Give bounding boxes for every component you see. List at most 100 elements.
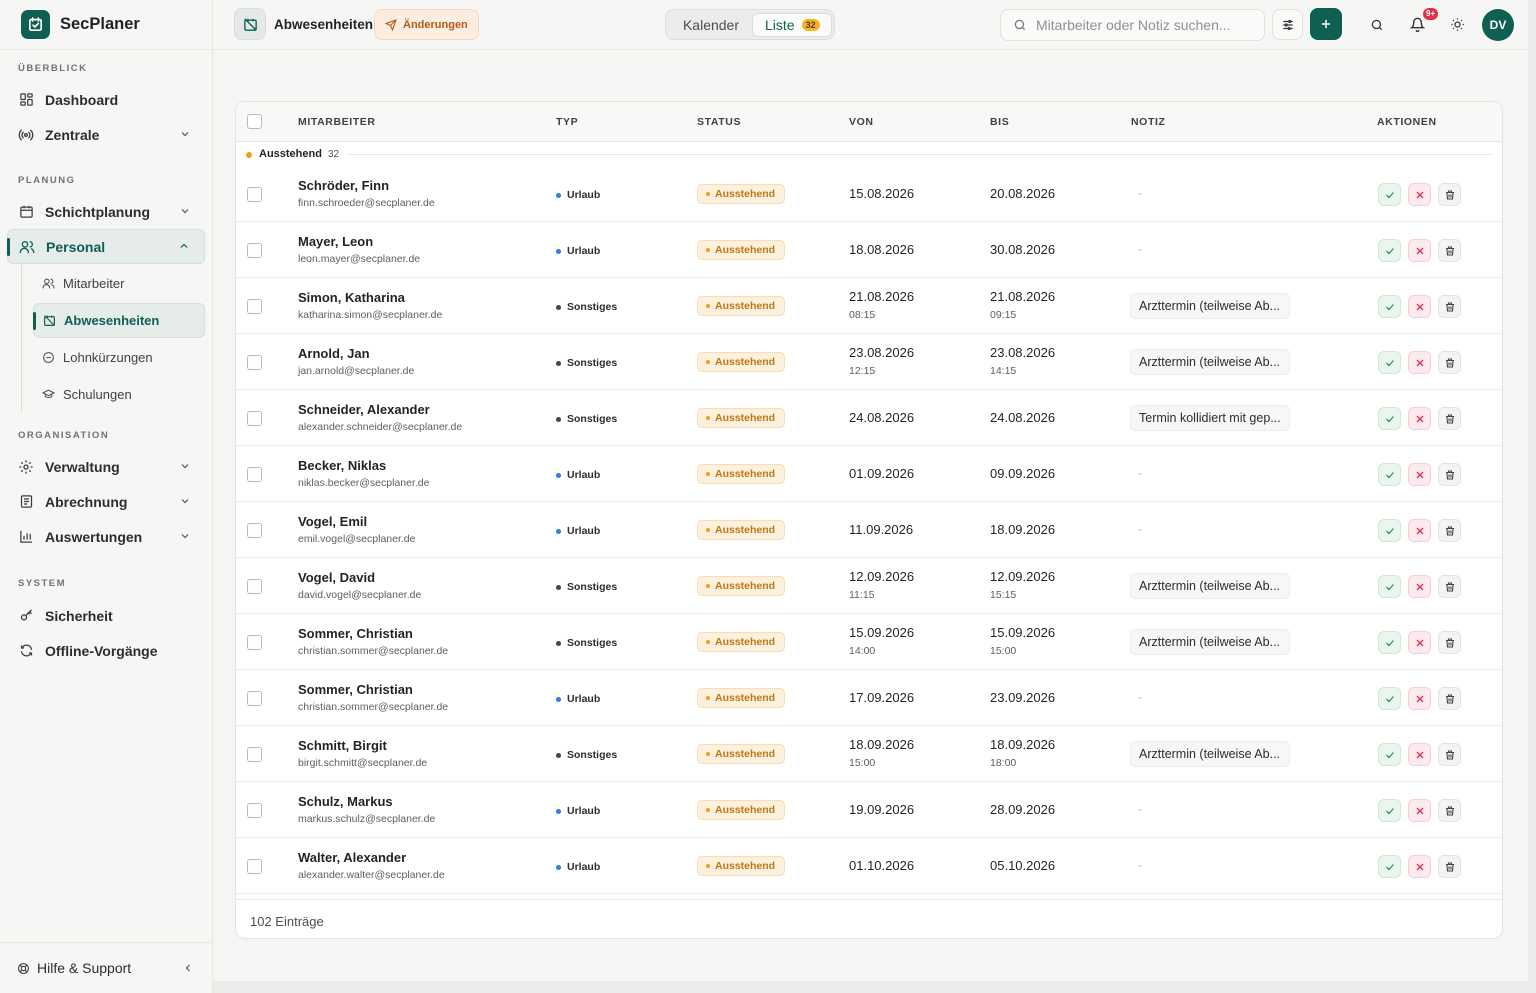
- reject-button[interactable]: [1408, 183, 1431, 206]
- page-scrollbar[interactable]: [1528, 0, 1536, 993]
- delete-button[interactable]: [1438, 743, 1461, 766]
- column-header-notiz[interactable]: NOTIZ: [1131, 116, 1166, 128]
- row-checkbox[interactable]: [247, 859, 262, 874]
- reject-button[interactable]: [1408, 463, 1431, 486]
- sidebar-item-personal[interactable]: Personal: [7, 229, 205, 264]
- column-header-bis[interactable]: BIS: [990, 116, 1010, 128]
- reject-button[interactable]: [1408, 743, 1431, 766]
- approve-button[interactable]: [1378, 799, 1401, 822]
- sidebar-item-verwaltung[interactable]: Verwaltung: [7, 449, 205, 484]
- row-checkbox[interactable]: [247, 299, 262, 314]
- row-checkbox[interactable]: [247, 411, 262, 426]
- approve-button[interactable]: [1378, 687, 1401, 710]
- row-checkbox[interactable]: [247, 243, 262, 258]
- reject-button[interactable]: [1408, 239, 1431, 262]
- table-row[interactable]: Becker, Niklas niklas.becker@secplaner.d…: [236, 446, 1502, 502]
- approve-button[interactable]: [1378, 463, 1401, 486]
- row-checkbox[interactable]: [247, 187, 262, 202]
- reject-button[interactable]: [1408, 631, 1431, 654]
- filter-button[interactable]: [1272, 9, 1303, 40]
- note-cell[interactable]: Arzttermin (teilweise Ab...: [1130, 349, 1290, 375]
- table-row[interactable]: Schneider, Alexander alexander.schneider…: [236, 390, 1502, 446]
- table-row[interactable]: Arnold, Jan jan.arnold@secplaner.de Sons…: [236, 334, 1502, 390]
- tab-kalender[interactable]: Kalender: [682, 17, 740, 33]
- employee-name[interactable]: Sommer, Christian: [298, 682, 413, 697]
- employee-name[interactable]: Becker, Niklas: [298, 458, 387, 473]
- delete-button[interactable]: [1438, 183, 1461, 206]
- delete-button[interactable]: [1438, 351, 1461, 374]
- delete-button[interactable]: [1438, 239, 1461, 262]
- changes-button[interactable]: Änderungen: [374, 9, 479, 40]
- employee-name[interactable]: Mayer, Leon: [298, 234, 374, 249]
- row-checkbox[interactable]: [247, 579, 262, 594]
- sidebar-item-schulungen[interactable]: Schulungen: [33, 377, 205, 412]
- approve-button[interactable]: [1378, 295, 1401, 318]
- row-checkbox[interactable]: [247, 355, 262, 370]
- sidebar-item-mitarbeiter[interactable]: Mitarbeiter: [33, 266, 205, 301]
- tab-liste[interactable]: Liste 32: [752, 13, 832, 37]
- delete-button[interactable]: [1438, 855, 1461, 878]
- approve-button[interactable]: [1378, 183, 1401, 206]
- note-cell[interactable]: Arzttermin (teilweise Ab...: [1130, 629, 1290, 655]
- approve-button[interactable]: [1378, 519, 1401, 542]
- horizontal-scrollbar[interactable]: [213, 981, 1528, 993]
- reject-button[interactable]: [1408, 687, 1431, 710]
- employee-name[interactable]: Walter, Alexander: [298, 850, 407, 865]
- sidebar-item-sicherheit[interactable]: Sicherheit: [7, 598, 205, 633]
- delete-button[interactable]: [1438, 687, 1461, 710]
- reject-button[interactable]: [1408, 519, 1431, 542]
- approve-button[interactable]: [1378, 631, 1401, 654]
- row-checkbox[interactable]: [247, 691, 262, 706]
- table-row[interactable]: Vogel, David david.vogel@secplaner.de So…: [236, 558, 1502, 614]
- table-row[interactable]: Mayer, Leon leon.mayer@secplaner.de Urla…: [236, 222, 1502, 278]
- reject-button[interactable]: [1408, 407, 1431, 430]
- row-checkbox[interactable]: [247, 635, 262, 650]
- employee-name[interactable]: Simon, Katharina: [298, 290, 405, 305]
- approve-button[interactable]: [1378, 575, 1401, 598]
- help-support-link[interactable]: Hilfe & Support: [0, 942, 212, 993]
- row-checkbox[interactable]: [247, 803, 262, 818]
- table-row[interactable]: Schröder, Finn finn.schroeder@secplaner.…: [236, 166, 1502, 222]
- table-row[interactable]: Simon, Katharina katharina.simon@secplan…: [236, 278, 1502, 334]
- employee-name[interactable]: Schneider, Alexander: [298, 402, 430, 417]
- employee-name[interactable]: Vogel, Emil: [298, 514, 368, 529]
- employee-name[interactable]: Vogel, David: [298, 570, 376, 585]
- delete-button[interactable]: [1438, 631, 1461, 654]
- add-button[interactable]: [1310, 8, 1342, 40]
- global-search-button[interactable]: [1361, 9, 1392, 40]
- note-cell[interactable]: Arzttermin (teilweise Ab...: [1130, 573, 1290, 599]
- approve-button[interactable]: [1378, 407, 1401, 430]
- employee-name[interactable]: Schulz, Markus: [298, 794, 393, 809]
- brand[interactable]: SecPlaner: [0, 0, 212, 50]
- table-row[interactable]: Schmitt, Birgit birgit.schmitt@secplaner…: [236, 726, 1502, 782]
- delete-button[interactable]: [1438, 519, 1461, 542]
- employee-name[interactable]: Sommer, Christian: [298, 626, 413, 641]
- delete-button[interactable]: [1438, 575, 1461, 598]
- theme-toggle-button[interactable]: [1442, 9, 1473, 40]
- sidebar-item-auswertungen[interactable]: Auswertungen: [7, 519, 205, 554]
- table-row[interactable]: Schulz, Markus markus.schulz@secplaner.d…: [236, 782, 1502, 838]
- reject-button[interactable]: [1408, 295, 1431, 318]
- sidebar-item-zentrale[interactable]: Zentrale: [7, 117, 205, 152]
- search-input[interactable]: [1036, 17, 1256, 33]
- approve-button[interactable]: [1378, 743, 1401, 766]
- table-row[interactable]: Vogel, Emil emil.vogel@secplaner.de Urla…: [236, 502, 1502, 558]
- collapse-sidebar-icon[interactable]: [182, 962, 194, 974]
- employee-name[interactable]: Schmitt, Birgit: [298, 738, 387, 753]
- row-checkbox[interactable]: [247, 747, 262, 762]
- avatar[interactable]: DV: [1482, 9, 1514, 41]
- sidebar-item-lohnkuerzungen[interactable]: Lohnkürzungen: [33, 340, 205, 375]
- row-checkbox[interactable]: [247, 523, 262, 538]
- delete-button[interactable]: [1438, 799, 1461, 822]
- delete-button[interactable]: [1438, 407, 1461, 430]
- table-row[interactable]: Sommer, Christian christian.sommer@secpl…: [236, 614, 1502, 670]
- column-header-status[interactable]: STATUS: [697, 116, 742, 128]
- sidebar-item-abrechnung[interactable]: Abrechnung: [7, 484, 205, 519]
- employee-name[interactable]: Schröder, Finn: [298, 178, 390, 193]
- notifications-button[interactable]: [1402, 9, 1433, 40]
- sidebar-item-abwesenheiten[interactable]: Abwesenheiten: [33, 303, 205, 338]
- approve-button[interactable]: [1378, 855, 1401, 878]
- table-row[interactable]: Sommer, Christian christian.sommer@secpl…: [236, 670, 1502, 726]
- approve-button[interactable]: [1378, 351, 1401, 374]
- reject-button[interactable]: [1408, 575, 1431, 598]
